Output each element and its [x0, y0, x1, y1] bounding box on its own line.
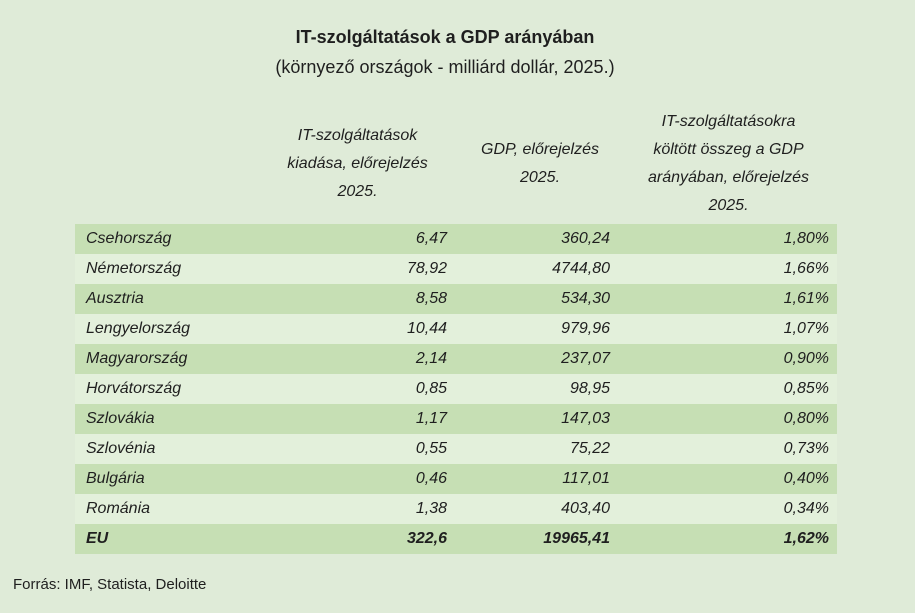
it-spending-cell: 78,92 — [406, 260, 447, 277]
header-share: IT-szolgáltatásokra költött összeg a GDP… — [648, 113, 809, 214]
it-spending-cell: 8,58 — [415, 290, 447, 307]
gdp-cell: 147,03 — [561, 410, 610, 427]
share-cell: 0,34% — [783, 500, 829, 517]
gdp-cell: 19965,41 — [543, 530, 610, 547]
share-cell: 1,07% — [783, 320, 829, 337]
page-title: IT-szolgáltatások a GDP arányában — [295, 27, 595, 47]
gdp-cell: 237,07 — [561, 350, 610, 367]
country-cell: Csehország — [86, 230, 172, 247]
header-it-spending: IT-szolgáltatások kiadása, előrejelzés 2… — [287, 127, 428, 200]
share-cell: 0,40% — [783, 470, 829, 487]
table-row: Szlovénia 0,55 75,22 0,73% — [75, 434, 837, 464]
it-spending-cell: 1,17 — [415, 410, 447, 427]
table-row: Németország 78,92 4744,80 1,66% — [75, 254, 837, 284]
gdp-cell: 117,01 — [562, 470, 610, 487]
table-row: Bulgária 0,46 117,01 0,40% — [75, 464, 837, 494]
it-spending-cell: 0,55 — [415, 440, 447, 457]
gdp-cell: 4744,80 — [552, 260, 610, 277]
gdp-cell: 979,96 — [561, 320, 610, 337]
it-spending-cell: 0,85 — [415, 380, 447, 397]
table-row: Lengyelország 10,44 979,96 1,07% — [75, 314, 837, 344]
country-cell: Németország — [86, 260, 182, 277]
table-row: Szlovákia 1,17 147,03 0,80% — [75, 404, 837, 434]
country-cell: EU — [86, 530, 109, 547]
country-cell: Horvátország — [86, 380, 182, 397]
title-block: IT-szolgáltatások a GDP arányában (körny… — [0, 26, 890, 79]
share-cell: 1,66% — [783, 260, 829, 277]
it-spending-cell: 1,38 — [415, 500, 447, 517]
gdp-cell: 403,40 — [561, 500, 610, 517]
country-cell: Románia — [86, 500, 151, 517]
header-gdp: GDP, előrejelzés 2025. — [481, 141, 599, 186]
table-row: Ausztria 8,58 534,30 1,61% — [75, 284, 837, 314]
table-header-row: IT-szolgáltatások kiadása, előrejelzés 2… — [75, 104, 837, 224]
it-spending-cell: 10,44 — [406, 320, 447, 337]
share-cell: 0,85% — [783, 380, 829, 397]
country-table-body: Csehország 6,47 360,24 1,80% Németország 78,9… — [75, 224, 837, 554]
share-cell: 1,80% — [783, 230, 829, 247]
it-spending-cell: 0,46 — [415, 470, 447, 487]
share-cell: 0,90% — [783, 350, 829, 367]
share-cell: 0,80% — [783, 410, 829, 427]
share-cell: 1,61% — [783, 290, 829, 307]
gdp-cell: 75,22 — [569, 440, 610, 457]
table-row: Horvátország 0,85 98,95 0,85% — [75, 374, 837, 404]
table-row: Csehország 6,47 360,24 1,80% — [75, 224, 837, 254]
it-spending-cell: 322,6 — [406, 530, 447, 547]
gdp-cell: 360,24 — [561, 230, 610, 247]
country-cell: Magyarország — [86, 350, 188, 367]
source-note: Forrás: IMF, Statista, Deloitte — [13, 576, 207, 593]
gdp-cell: 534,30 — [561, 290, 610, 307]
share-cell: 1,62% — [783, 530, 829, 547]
country-cell: Szlovénia — [86, 440, 156, 457]
share-cell: 0,73% — [783, 440, 829, 457]
table-row: EU 322,6 19965,41 1,62% — [75, 524, 837, 554]
page-subtitle: (környező országok - milliárd dollár, 20… — [275, 57, 615, 77]
table-row: Románia 1,38 403,40 0,34% — [75, 494, 837, 524]
header-country — [75, 104, 255, 224]
table-row: Magyarország 2,14 237,07 0,90% — [75, 344, 837, 374]
gdp-cell: 98,95 — [569, 380, 610, 397]
country-cell: Szlovákia — [86, 410, 155, 427]
country-cell: Ausztria — [86, 290, 144, 307]
it-spending-cell: 2,14 — [415, 350, 447, 367]
it-spending-cell: 6,47 — [415, 230, 447, 247]
country-cell: Lengyelország — [86, 320, 191, 337]
country-cell: Bulgária — [86, 470, 145, 487]
